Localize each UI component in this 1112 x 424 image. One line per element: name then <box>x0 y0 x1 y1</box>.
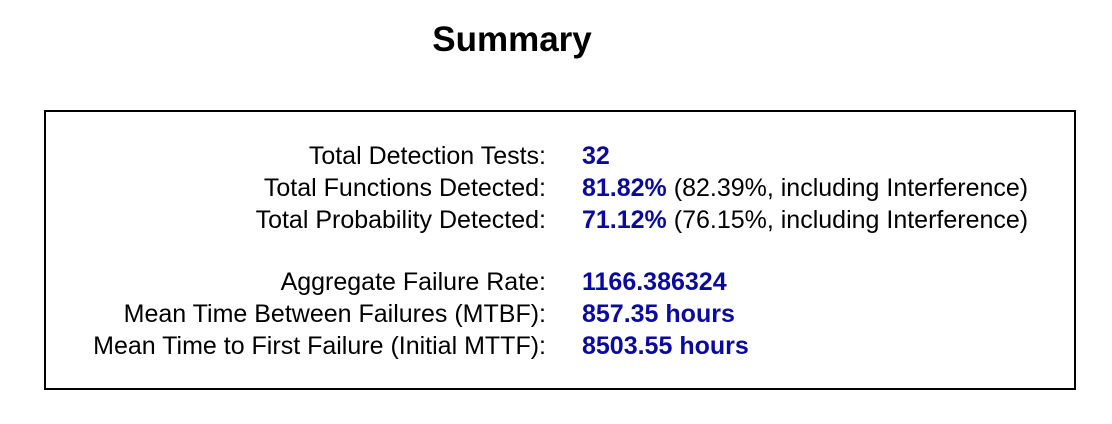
row-value-group: 81.82% (82.39%, including Interference) <box>582 172 1028 204</box>
row-label: Mean Time to First Failure (Initial MTTF… <box>93 332 546 360</box>
row-value-group: 8503.55 hours <box>582 330 749 362</box>
summary-row-detection-tests: Total Detection Tests: 32 <box>46 140 1074 172</box>
page-title: Summary <box>432 20 592 59</box>
row-value: 71.12% <box>582 206 667 234</box>
summary-row-probability-detected: Total Probability Detected: 71.12% (76.1… <box>46 204 1074 236</box>
row-label: Mean Time Between Failures (MTBF): <box>123 300 546 328</box>
row-note: (82.39%, including Interference) <box>666 174 1029 202</box>
summary-row-aggregate-failure-rate: Aggregate Failure Rate: 1166.386324 <box>46 266 1074 298</box>
row-value: 32 <box>582 142 610 170</box>
summary-row-mtbf: Mean Time Between Failures (MTBF): 857.3… <box>46 298 1074 330</box>
summary-box: Total Detection Tests: 32 Total Function… <box>44 110 1076 390</box>
row-label: Total Probability Detected: <box>255 206 546 234</box>
row-value: 1166.386324 <box>582 268 727 296</box>
row-label: Aggregate Failure Rate: <box>280 268 546 296</box>
row-value: 8503.55 hours <box>582 332 749 360</box>
row-value-group: 32 <box>582 140 610 172</box>
row-value-group: 857.35 hours <box>582 298 735 330</box>
row-value-group: 1166.386324 <box>582 266 727 298</box>
summary-row-initial-mttf: Mean Time to First Failure (Initial MTTF… <box>46 330 1074 362</box>
row-value: 857.35 hours <box>582 300 735 328</box>
row-value: 81.82% <box>582 174 667 202</box>
row-note: (76.15%, including Interference) <box>666 206 1029 234</box>
row-label: Total Functions Detected: <box>263 174 546 202</box>
row-value-group: 71.12% (76.15%, including Interference) <box>582 204 1028 236</box>
row-label: Total Detection Tests: <box>308 142 546 170</box>
summary-row-functions-detected: Total Functions Detected: 81.82% (82.39%… <box>46 172 1074 204</box>
